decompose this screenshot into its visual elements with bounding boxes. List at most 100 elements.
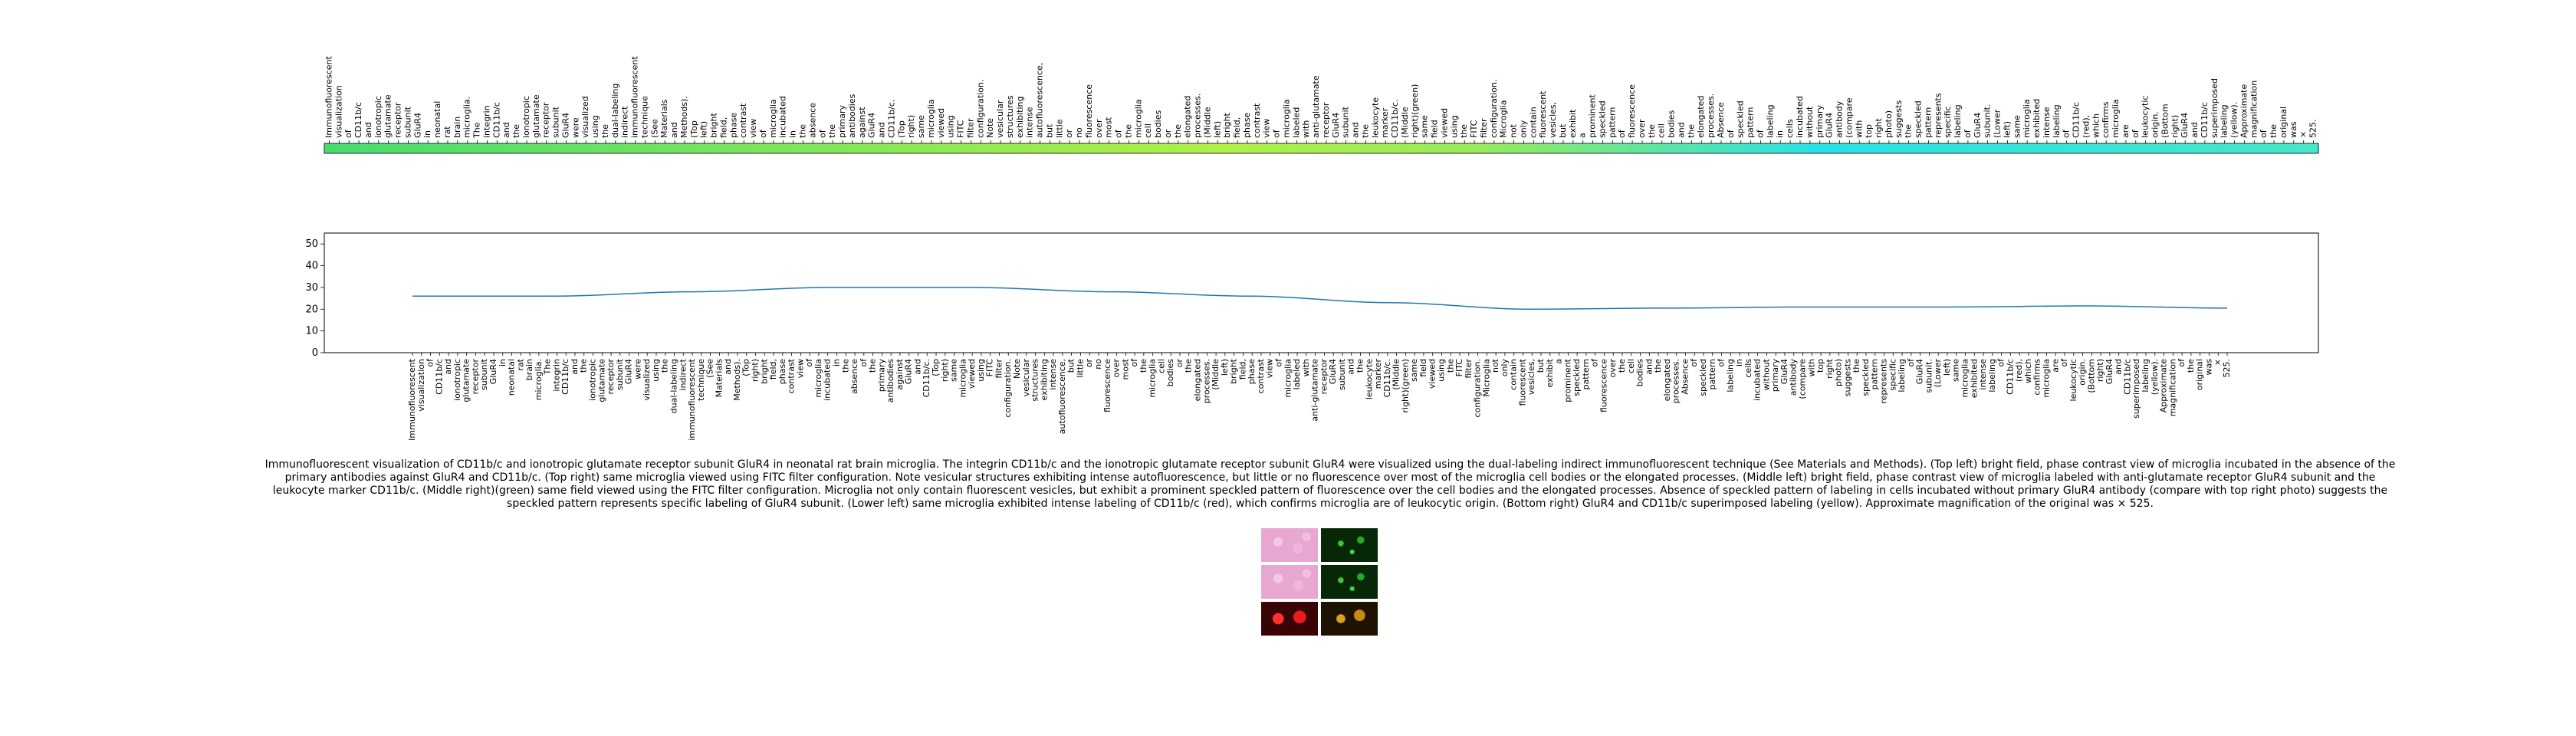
x-tick-label: speckled (1572, 359, 1582, 396)
heatmap-cell (1390, 143, 1401, 153)
x-tick-label: using (651, 359, 661, 382)
heatmap-label: CD11b/c. (886, 100, 896, 138)
heatmap-cell (2298, 143, 2309, 153)
heatmap-label: ionotropic (373, 96, 383, 138)
x-tick-label: or (1084, 359, 1094, 368)
x-tick-label: 525. (2222, 359, 2232, 378)
x-tick-label: primary (876, 359, 886, 393)
heatmap-label: microglia (768, 99, 778, 138)
heatmap-label: which (2091, 113, 2101, 138)
heatmap-label: origin. (2150, 111, 2160, 138)
heatmap-cell (1163, 143, 1174, 153)
x-tick-label: right) (2095, 359, 2105, 382)
x-tick-label: magnification (2167, 359, 2177, 416)
x-tick-label: ionotropic (588, 359, 598, 401)
x-tick-label: the (579, 359, 589, 373)
heatmap-cell (2131, 143, 2141, 153)
x-tick-label: primary (1770, 359, 1780, 393)
x-tick-label: field (1418, 359, 1428, 377)
heatmap-label: and (877, 122, 887, 138)
heatmap-label: the (797, 124, 807, 138)
x-tick-label: the (1138, 359, 1148, 373)
x-tick-label: of (426, 358, 435, 367)
heatmap-label: The (472, 122, 482, 139)
x-tick-label: in (498, 359, 508, 366)
x-tick-label: glutamate (462, 359, 472, 402)
heatmap-label: brain (452, 117, 462, 138)
heatmap-label: over (1094, 119, 1104, 138)
heatmap-cell (2259, 143, 2270, 153)
heatmap-cell (1430, 143, 1441, 153)
heatmap-label: primary (837, 104, 847, 138)
heatmap-cell (1005, 143, 1016, 153)
heatmap-label: using (1449, 115, 1459, 138)
heatmap-cell (1104, 143, 1115, 153)
x-tick-label: contrast (1256, 358, 1266, 393)
heatmap-label: the (511, 124, 521, 138)
heatmap-cell (1993, 143, 2003, 153)
x-tick-label: contain (1509, 359, 1519, 390)
x-tick-label: filter (994, 359, 1004, 379)
x-tick-label: processes. (1671, 359, 1681, 403)
heatmap-cell (630, 143, 641, 153)
heatmap-label: contain (1528, 107, 1538, 138)
heatmap-label: confirms (2101, 101, 2111, 138)
x-tick-label: fluorescence (1598, 359, 1608, 412)
x-tick-label: receptor (1319, 359, 1329, 395)
x-tick-label: labeling (1987, 359, 1997, 393)
heatmap-cell (590, 143, 602, 153)
micrograph-bottom-right (1321, 602, 1378, 636)
heatmap-cell (2141, 143, 2151, 153)
heatmap-cell (324, 143, 335, 153)
x-tick-label: receptor (606, 359, 616, 395)
x-tick-label: GluR4 (1328, 359, 1338, 384)
heatmap-label: phase (728, 113, 738, 138)
x-tick-label: cell (1156, 359, 1166, 373)
heatmap-cell (2229, 143, 2240, 153)
heatmap-label: in (1775, 130, 1785, 138)
heatmap-label: same (1420, 115, 1430, 138)
heatmap-cell (1143, 143, 1155, 153)
x-tick-label: Approximate (2159, 359, 2169, 412)
heatmap-label: speckled (1736, 100, 1746, 138)
x-tick-label: speckled (1861, 359, 1871, 396)
x-tick-label: fluorescent (1517, 358, 1527, 406)
heatmap-label: incubated (778, 96, 788, 138)
heatmap-label: pattern (1923, 107, 1933, 138)
heatmap-cell (2111, 143, 2122, 153)
heatmap-label: autofluorescence, (1035, 63, 1045, 138)
x-tick-label: microglia (958, 359, 968, 398)
heatmap-cell (561, 143, 572, 153)
heatmap-label: not (1509, 123, 1519, 138)
heatmap-cell (1519, 143, 1530, 153)
heatmap-label: GluR4 (2180, 113, 2190, 138)
heatmap-cell (2002, 143, 2013, 153)
heatmap-label: in (422, 130, 432, 138)
x-tick-label: exhibit (1545, 358, 1555, 387)
heatmap-cell (1311, 143, 1322, 153)
x-tick-label: the (1852, 359, 1861, 373)
heatmap-cell (1953, 143, 1964, 153)
heatmap-cell (531, 143, 542, 153)
x-tick-label: cells (1743, 359, 1753, 378)
x-tick-label: using (976, 359, 986, 382)
x-tick-label: subunit (479, 358, 489, 390)
heatmap-label: intense (2042, 107, 2052, 138)
heatmap-cell (778, 143, 789, 153)
heatmap-cell (2160, 143, 2171, 153)
heatmap-label: cells (1785, 119, 1795, 138)
x-tick-label: speckled (1698, 359, 1708, 396)
heatmap-label: microglia (926, 99, 936, 138)
heatmap-label: × (2298, 131, 2308, 138)
heatmap-cell (2190, 143, 2201, 153)
heatmap-label: anti-glutamate (1311, 75, 1321, 138)
heatmap-label: little (1054, 119, 1064, 138)
heatmap-cell (1469, 143, 1480, 153)
heatmap-label: Absence (1716, 102, 1726, 138)
x-tick-label: right (1825, 358, 1835, 379)
x-tick-label: incubated (823, 359, 833, 401)
heatmap-label: and (669, 122, 679, 138)
heatmap-cell (1884, 143, 1894, 153)
heatmap-cell (2220, 143, 2230, 153)
heatmap-label: receptor (393, 102, 403, 138)
